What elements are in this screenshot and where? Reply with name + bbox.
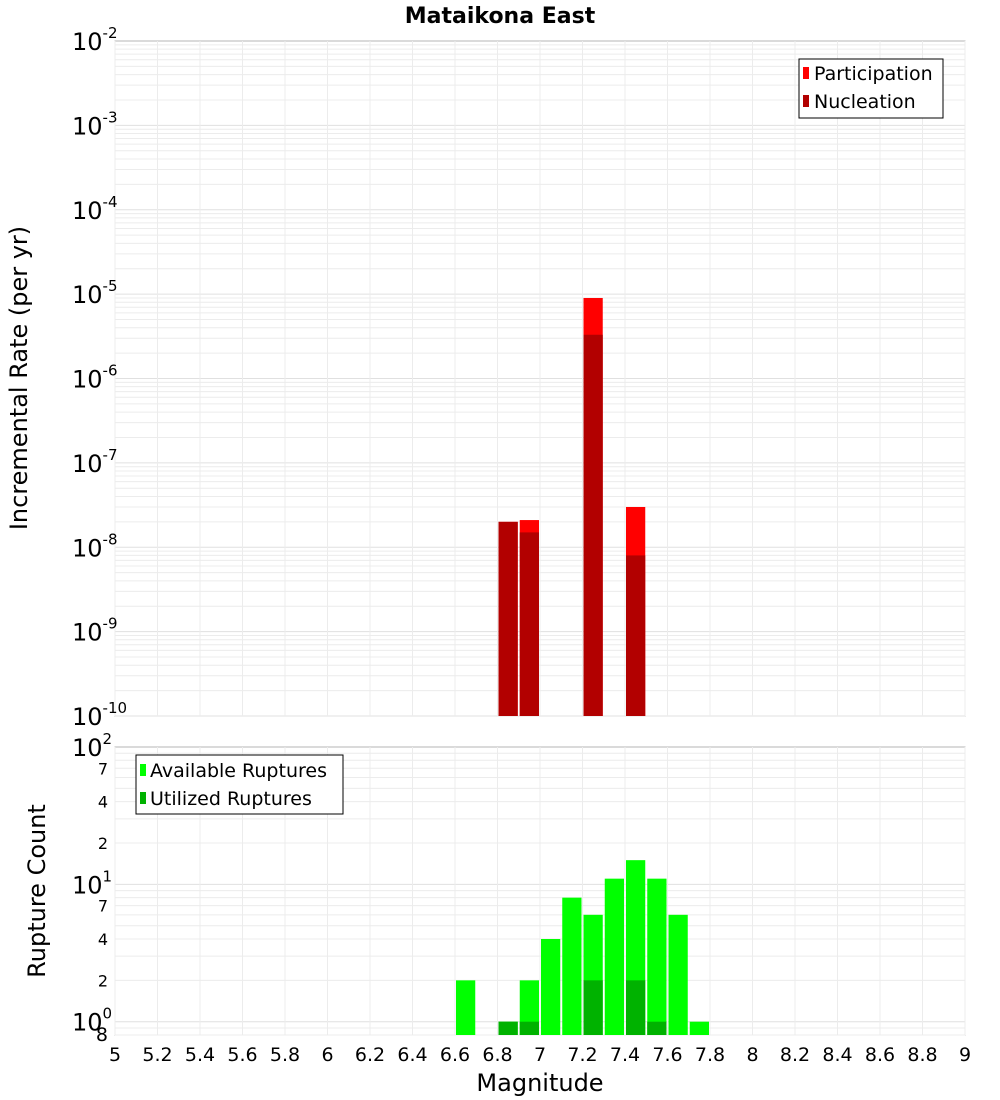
x-axis-label: Magnitude	[476, 1069, 603, 1097]
available-ruptures-bar	[541, 939, 561, 1035]
x-tick-label: 5.6	[227, 1044, 257, 1066]
x-tick-label: 5.8	[270, 1044, 300, 1066]
legend-label-participation: Participation	[814, 63, 933, 85]
x-tick-label: 9	[959, 1044, 971, 1066]
utilized-ruptures-bar	[647, 1021, 667, 1035]
available-ruptures-bar	[689, 1021, 709, 1035]
x-tick-label: 7	[534, 1044, 546, 1066]
utilized-ruptures-bar	[498, 1021, 518, 1035]
nucleation-bar	[498, 521, 518, 716]
available-ruptures-bar	[668, 914, 688, 1035]
legend-label-available: Available Ruptures	[150, 760, 327, 782]
utilized-ruptures-bar	[519, 1021, 539, 1035]
x-tick-label: 8.8	[907, 1044, 937, 1066]
x-tick-label: 8	[746, 1044, 758, 1066]
x-tick-label: 6.8	[482, 1044, 512, 1066]
x-tick-label: 7.2	[567, 1044, 597, 1066]
x-tick-label: 8.4	[822, 1044, 852, 1066]
bottom-y-axis-label: Rupture Count	[23, 804, 51, 978]
top-grid	[114, 41, 966, 717]
y-minor-tick-label: 7	[98, 897, 108, 916]
x-tick-label: 7.4	[610, 1044, 640, 1066]
chart-title: Mataikona East	[405, 4, 596, 29]
legend-swatch-utilized	[140, 792, 146, 804]
nucleation-bar	[583, 334, 603, 716]
bottom-grid	[114, 747, 966, 1036]
x-tick-label: 7.8	[695, 1044, 725, 1066]
bottom-bars	[456, 860, 709, 1035]
x-tick-label: 5	[109, 1044, 121, 1066]
available-ruptures-bar	[604, 878, 624, 1035]
x-tick-labels: 5 5.2 5.4 5.6 5.8 6 6.2 6.4 6.6 6.8 7 7.2 7.4 7.6 7.8 8…	[109, 1044, 971, 1066]
x-tick-label: 8.2	[780, 1044, 810, 1066]
legend-label-nucleation: Nucleation	[814, 91, 916, 113]
nucleation-bar	[519, 532, 539, 716]
top-bars	[498, 297, 646, 716]
utilized-ruptures-bar	[583, 980, 603, 1035]
available-ruptures-bar	[562, 897, 582, 1035]
legend-swatch-nucleation	[803, 95, 809, 107]
bottom-legend: Available Ruptures Utilized Ruptures	[135, 754, 344, 815]
y-minor-tick-label: 8	[96, 1024, 108, 1046]
y-minor-tick-label: 4	[98, 930, 108, 949]
x-tick-label: 7.6	[652, 1044, 682, 1066]
top-legend: Participation Nucleation	[798, 58, 944, 119]
x-tick-label: 8.6	[865, 1044, 895, 1066]
y-tick-label: 10-4	[72, 193, 118, 225]
y-tick-label: 10-6	[72, 362, 118, 394]
legend-swatch-participation	[803, 67, 809, 79]
utilized-ruptures-bar	[626, 980, 646, 1035]
available-ruptures-bar	[456, 980, 476, 1035]
x-tick-label: 6.6	[440, 1044, 470, 1066]
available-ruptures-bar	[519, 980, 539, 1035]
top-y-axis-label: Incremental Rate (per yr)	[5, 226, 33, 530]
x-tick-label: 6.4	[397, 1044, 427, 1066]
y-minor-tick-label: 7	[98, 759, 108, 778]
y-tick-label: 10-10	[72, 699, 127, 731]
legend-swatch-available	[140, 764, 146, 776]
y-tick-label: 10-5	[72, 277, 118, 309]
y-minor-tick-label: 2	[98, 834, 108, 853]
y-minor-tick-label: 4	[98, 793, 108, 812]
x-tick-label: 6	[321, 1044, 333, 1066]
x-tick-label: 6.2	[355, 1044, 385, 1066]
legend-label-utilized: Utilized Ruptures	[150, 788, 312, 810]
x-tick-label: 5.4	[185, 1044, 215, 1066]
nucleation-bar	[626, 555, 646, 716]
y-minor-tick-label: 2	[98, 971, 108, 990]
available-ruptures-bar	[647, 878, 667, 1035]
x-tick-label: 5.2	[142, 1044, 172, 1066]
